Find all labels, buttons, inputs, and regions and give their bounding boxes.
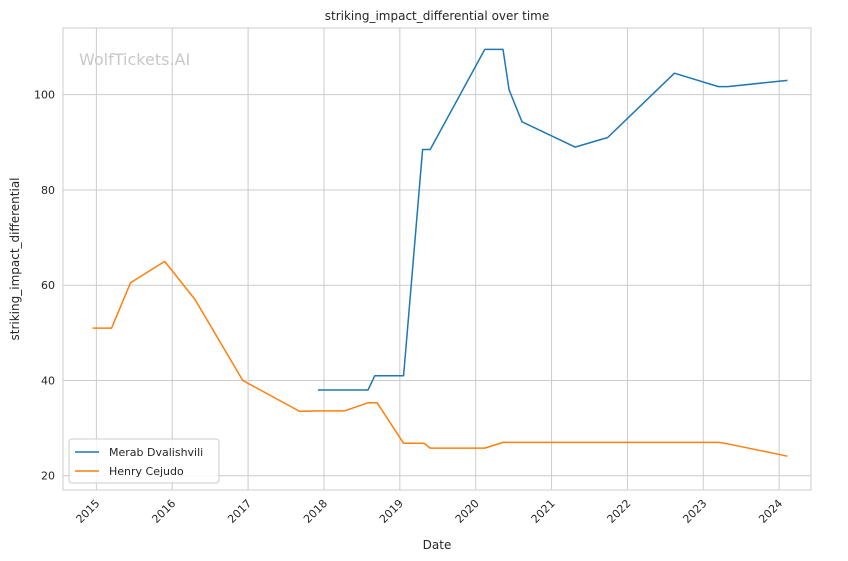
y-axis-title: striking_impact_differential — [8, 177, 22, 340]
x-tick-label: 2023 — [680, 497, 709, 526]
x-tick-label: 2016 — [149, 497, 178, 526]
x-tick-label: 2020 — [453, 497, 482, 526]
x-tick-label: 2019 — [377, 497, 406, 526]
y-tick-label: 80 — [41, 184, 55, 197]
y-tick-labels: 20 40 60 80 100 — [34, 89, 55, 483]
x-tick-label: 2018 — [301, 497, 330, 526]
plot-frame — [62, 27, 812, 491]
x-tick-label: 2017 — [225, 497, 254, 526]
legend-box — [68, 438, 220, 484]
watermark: WolfTickets.AI — [79, 50, 190, 69]
y-tick-label: 100 — [34, 89, 55, 102]
x-tick-label: 2022 — [605, 497, 634, 526]
legend-label: Henry Cejudo — [109, 465, 184, 478]
y-tick-label: 40 — [41, 374, 55, 387]
x-tick-label: 2024 — [756, 497, 785, 526]
y-tick-label: 20 — [41, 470, 55, 483]
series-layer — [92, 48, 788, 457]
x-tick-label: 2021 — [529, 497, 558, 526]
x-axis-title: Date — [423, 538, 452, 552]
x-tick-label: 2015 — [74, 497, 103, 526]
chart-title: striking_impact_differential over time — [325, 9, 550, 23]
legend: Merab Dvalishvili Henry Cejudo — [68, 438, 220, 484]
series-line-merab-dvalishvili — [317, 48, 788, 391]
y-tick-label: 60 — [41, 279, 55, 292]
grid-lines — [63, 28, 811, 490]
series-line-henry-cejudo — [92, 260, 788, 457]
legend-label: Merab Dvalishvili — [109, 446, 203, 459]
x-tick-labels: 2015 2016 2017 2018 2019 2020 2021 2022 2023 2024 — [74, 497, 786, 526]
